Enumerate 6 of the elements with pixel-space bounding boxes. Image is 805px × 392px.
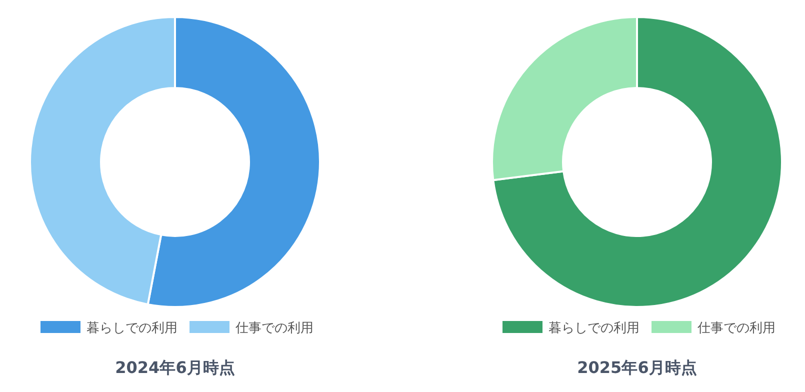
legend-label: 仕事での利用	[234, 321, 314, 336]
text: 2024年6月時点	[115, 358, 235, 377]
legend-label: 暮らしでの利用	[86, 321, 178, 336]
legend-label: 暮らしでの利用	[548, 321, 640, 336]
text: 2025年6月時点	[577, 358, 697, 377]
legend-label: 仕事での利用	[696, 321, 776, 336]
